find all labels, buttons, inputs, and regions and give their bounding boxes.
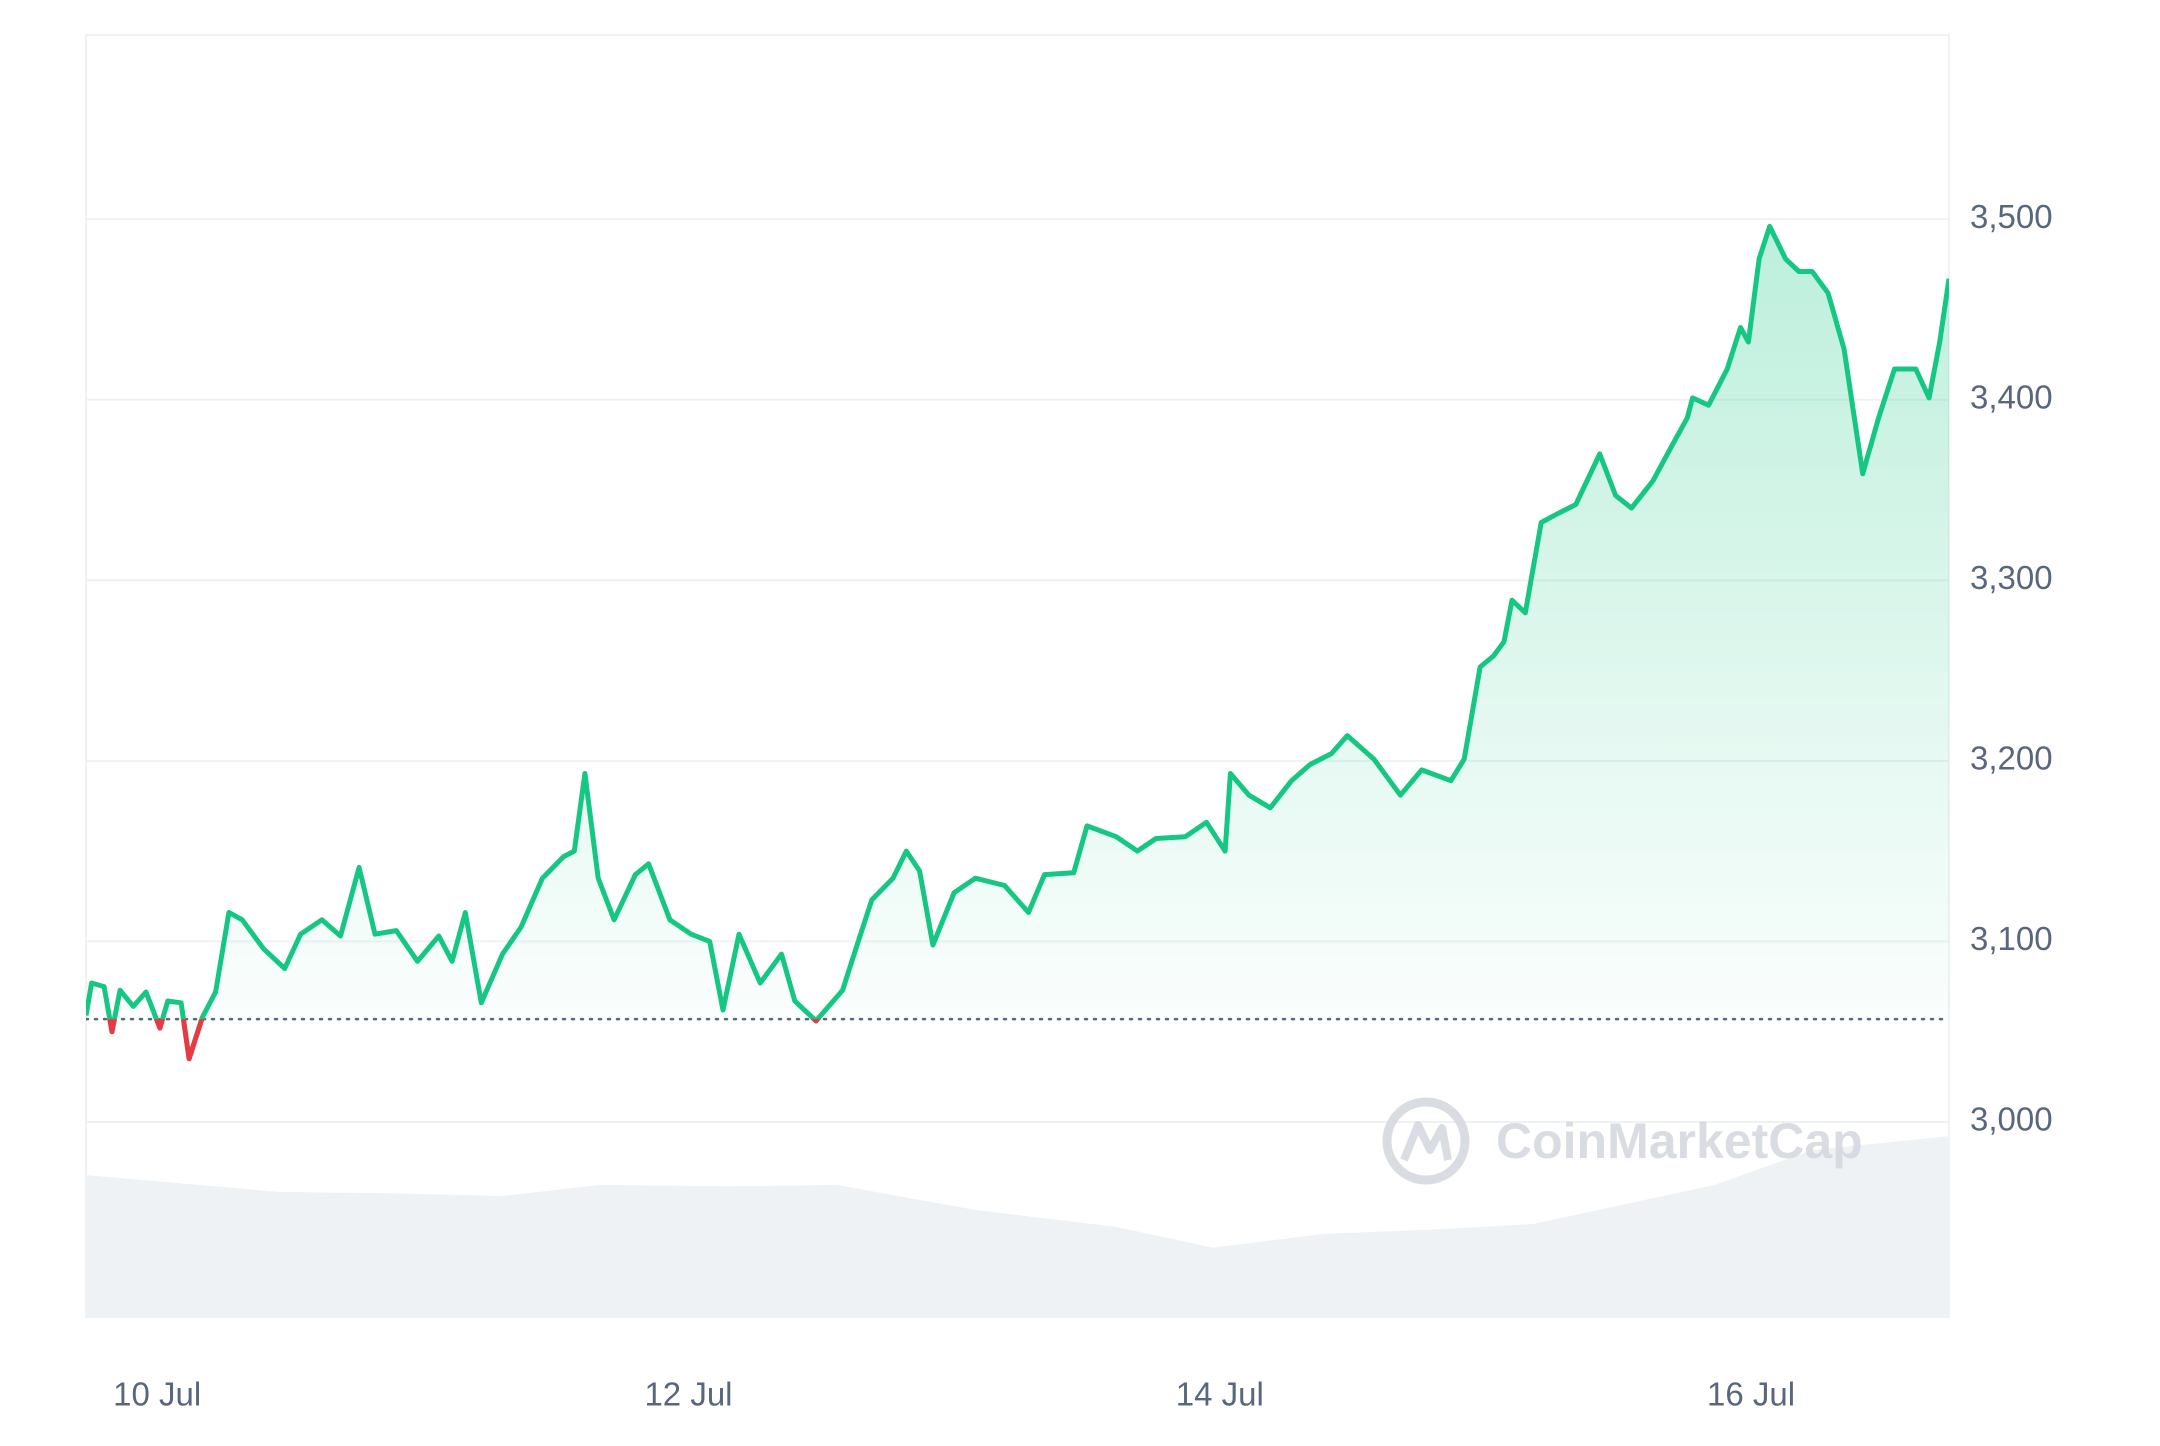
watermark-logo	[1382, 1097, 1470, 1185]
x-tick-label: 14 Jul	[1176, 1376, 1264, 1413]
area	[86, 226, 1949, 1059]
marks	[86, 223, 1949, 1062]
x-tick-label: 10 Jul	[113, 1376, 201, 1413]
watermark-text: CoinMarketCap	[1496, 1113, 1863, 1169]
price-line	[86, 223, 1949, 1062]
labels: 3,000 3,100 3,200 3,300 3,400 3,500 10 Jul 12 J…	[113, 198, 2052, 1413]
y-tick-label: 3,500	[1970, 198, 2053, 235]
y-tick-label: 3,100	[1970, 920, 2053, 957]
volume-area	[86, 1136, 1949, 1318]
y-tick-label: 3,400	[1970, 378, 2053, 415]
y-tick-label: 3,300	[1970, 559, 2053, 596]
y-tick-label: 3,200	[1970, 740, 2053, 777]
x-tick-label: 12 Jul	[644, 1376, 732, 1413]
y-tick-label: 3,000	[1970, 1101, 2053, 1138]
x-tick-label: 16 Jul	[1707, 1376, 1795, 1413]
watermark-logo-mark	[1400, 1121, 1452, 1162]
watermark: CoinMarketCap	[1382, 1097, 1863, 1185]
